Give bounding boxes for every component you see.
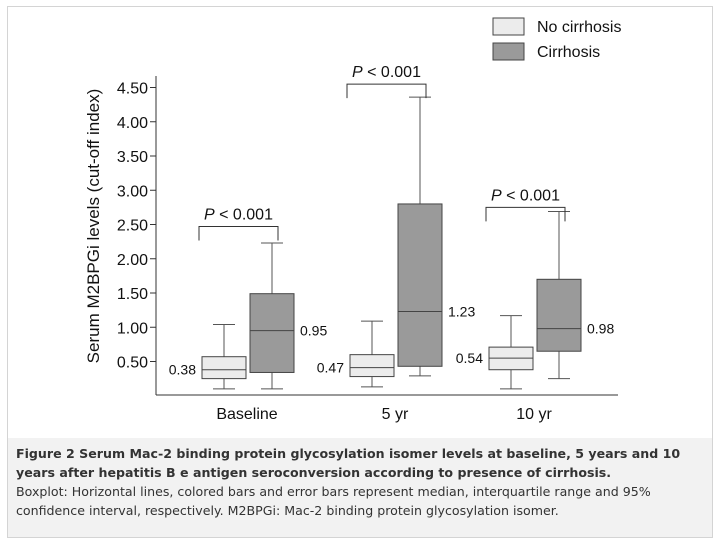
box-no-cirrhosis: 0.38 [169, 324, 247, 390]
median-value-label: 1.23 [448, 303, 475, 319]
chart-legend: No cirrhosis Cirrhosis [492, 17, 621, 61]
p-value-label: P < 0.001 [491, 187, 560, 204]
median-value-label: 0.38 [169, 362, 196, 378]
y-tick-label: 4.00 [117, 115, 148, 132]
box-no-cirrhosis: 0.47 [317, 320, 395, 388]
median-value-label: 0.47 [317, 360, 344, 376]
y-tick-label: 2.00 [117, 252, 148, 269]
median-value-label: 0.98 [587, 321, 614, 337]
significance-annotation: P < 0.001 [198, 207, 279, 241]
box-no-cirrhosis: 0.54 [456, 315, 534, 390]
box-cirrhosis: 1.23 [397, 96, 475, 377]
boxplot-chart: 0.50 1.00 1.50 2.00 2.50 3.00 3.50 4.00 4.50 Base… [84, 17, 621, 423]
p-value-text: < 0.001 [363, 64, 421, 81]
p-value-text: < 0.001 [502, 187, 560, 204]
iqr-box [201, 356, 247, 380]
iqr-box [249, 293, 295, 373]
caption-title: Figure 2 Serum Mac-2 binding protein gly… [16, 446, 681, 480]
y-tick-label: 3.50 [117, 149, 148, 166]
y-tick-label: 1.00 [117, 320, 148, 337]
significance-bracket [198, 226, 279, 241]
y-tick-label: 4.50 [117, 81, 148, 98]
significance-annotation: P < 0.001 [346, 64, 427, 99]
iqr-box [349, 354, 395, 378]
iqr-box [397, 203, 443, 367]
legend-swatch [492, 42, 525, 61]
legend-swatch [492, 17, 525, 36]
legend-label: No cirrhosis [537, 19, 621, 36]
significance-bracket [346, 83, 427, 99]
y-tick-label: 2.50 [117, 218, 148, 235]
p-value-label: P < 0.001 [352, 64, 421, 81]
median-value-label: 0.95 [300, 323, 327, 339]
p-symbol: P [204, 207, 215, 224]
chart-axes: 0.50 1.00 1.50 2.00 2.50 3.00 3.50 4.00 4.50 Base… [117, 76, 618, 423]
median-value-label: 0.54 [456, 350, 483, 366]
figure-caption: Figure 2 Serum Mac-2 binding protein gly… [8, 438, 712, 537]
y-axis-label: Serum M2BPGi levels (cut-off index) [84, 89, 103, 364]
x-tick-label: 10 yr [516, 406, 552, 423]
p-symbol: P [491, 187, 502, 204]
p-value-text: < 0.001 [215, 207, 273, 224]
box-cirrhosis: 0.95 [249, 242, 327, 390]
y-tick-label: 3.00 [117, 183, 148, 200]
x-tick-label: Baseline [216, 406, 277, 423]
significance-bracket [485, 206, 566, 222]
iqr-box [536, 278, 582, 352]
y-tick-label: 1.50 [117, 286, 148, 303]
chart-boxes: 0.38 0.47 0.54 0.95 1.23 0.98 [169, 96, 614, 390]
box-cirrhosis: 0.98 [536, 210, 614, 380]
legend-label: Cirrhosis [537, 44, 600, 61]
significance-annotation: P < 0.001 [485, 187, 566, 222]
y-tick-label: 0.50 [117, 355, 148, 372]
x-tick-label: 5 yr [382, 406, 409, 423]
p-value-label: P < 0.001 [204, 207, 273, 224]
p-symbol: P [352, 64, 363, 81]
caption-body: Boxplot: Horizontal lines, colored bars … [16, 484, 651, 518]
